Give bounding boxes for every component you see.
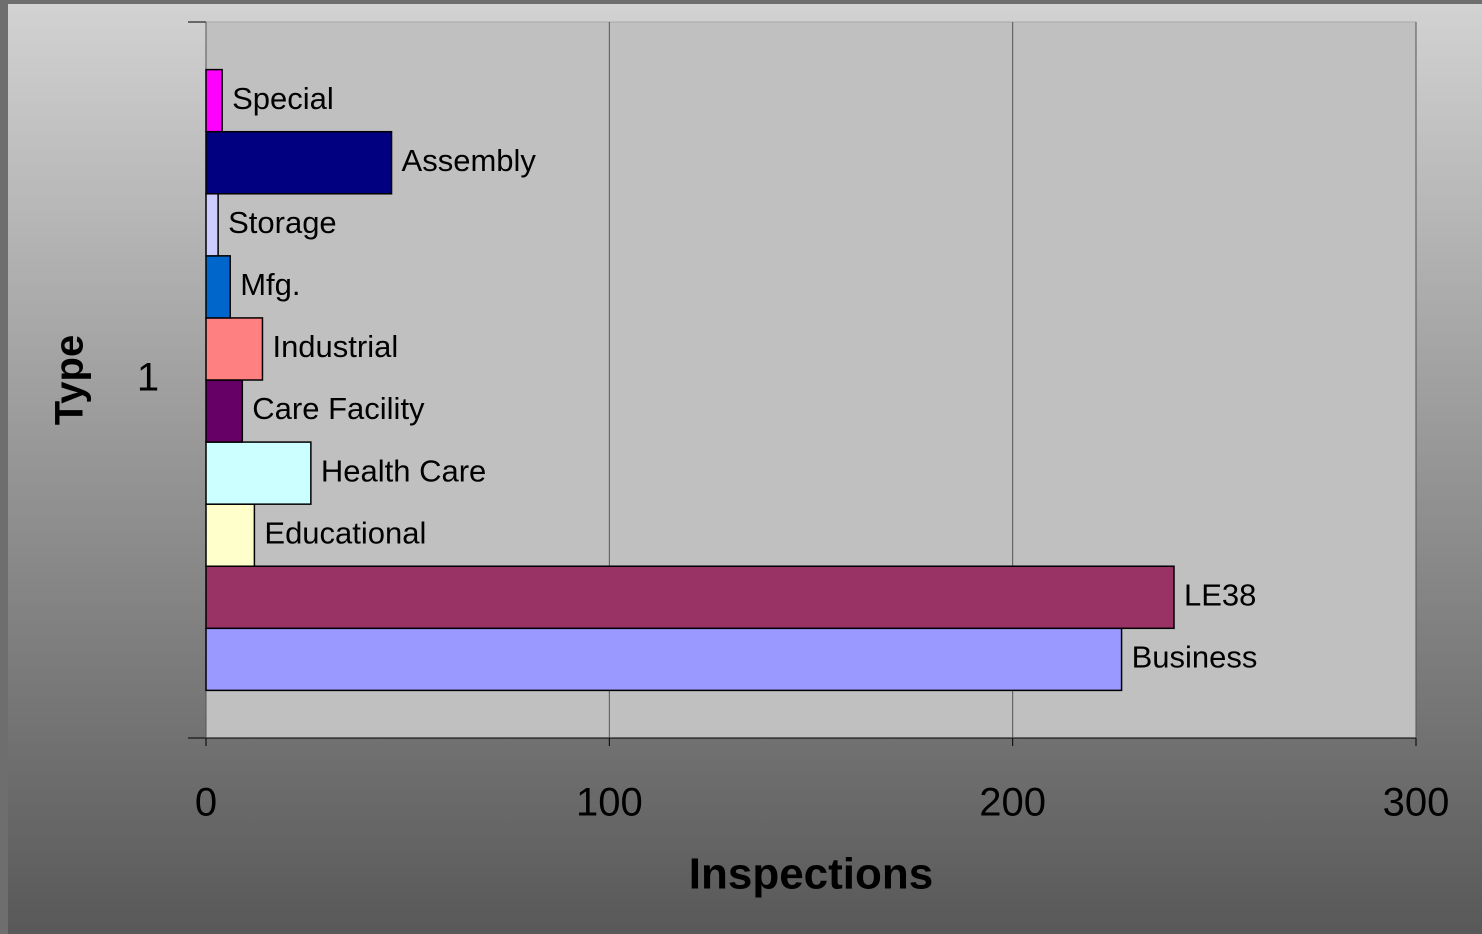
data-label: Storage: [228, 205, 337, 240]
x-tick-label: 200: [979, 781, 1046, 825]
bar: [205, 379, 244, 443]
bar: [205, 317, 264, 381]
data-label: LE38: [1184, 577, 1256, 612]
bar: [205, 441, 312, 505]
x-tick-label: 100: [576, 781, 643, 825]
bar: [205, 68, 223, 133]
data-label: Care Facility: [252, 391, 425, 426]
bar: [205, 503, 256, 567]
data-label: Assembly: [402, 143, 537, 178]
data-label: Business: [1132, 640, 1258, 675]
y-tick-label: 1: [137, 356, 159, 400]
x-axis-title: Inspections: [689, 850, 934, 899]
bar: [205, 627, 1123, 692]
x-tick-label: 0: [195, 781, 217, 825]
x-tick-label: 300: [1383, 781, 1450, 825]
data-label: Educational: [264, 515, 426, 550]
data-label: Special: [232, 81, 334, 116]
bar: [205, 193, 219, 257]
y-axis-title: Type: [48, 335, 92, 425]
bar: [205, 565, 1175, 630]
bar: [205, 255, 231, 319]
data-label: Industrial: [272, 329, 398, 364]
bar: [205, 130, 393, 195]
data-label: Health Care: [321, 453, 486, 488]
data-label: Mfg.: [240, 267, 300, 302]
